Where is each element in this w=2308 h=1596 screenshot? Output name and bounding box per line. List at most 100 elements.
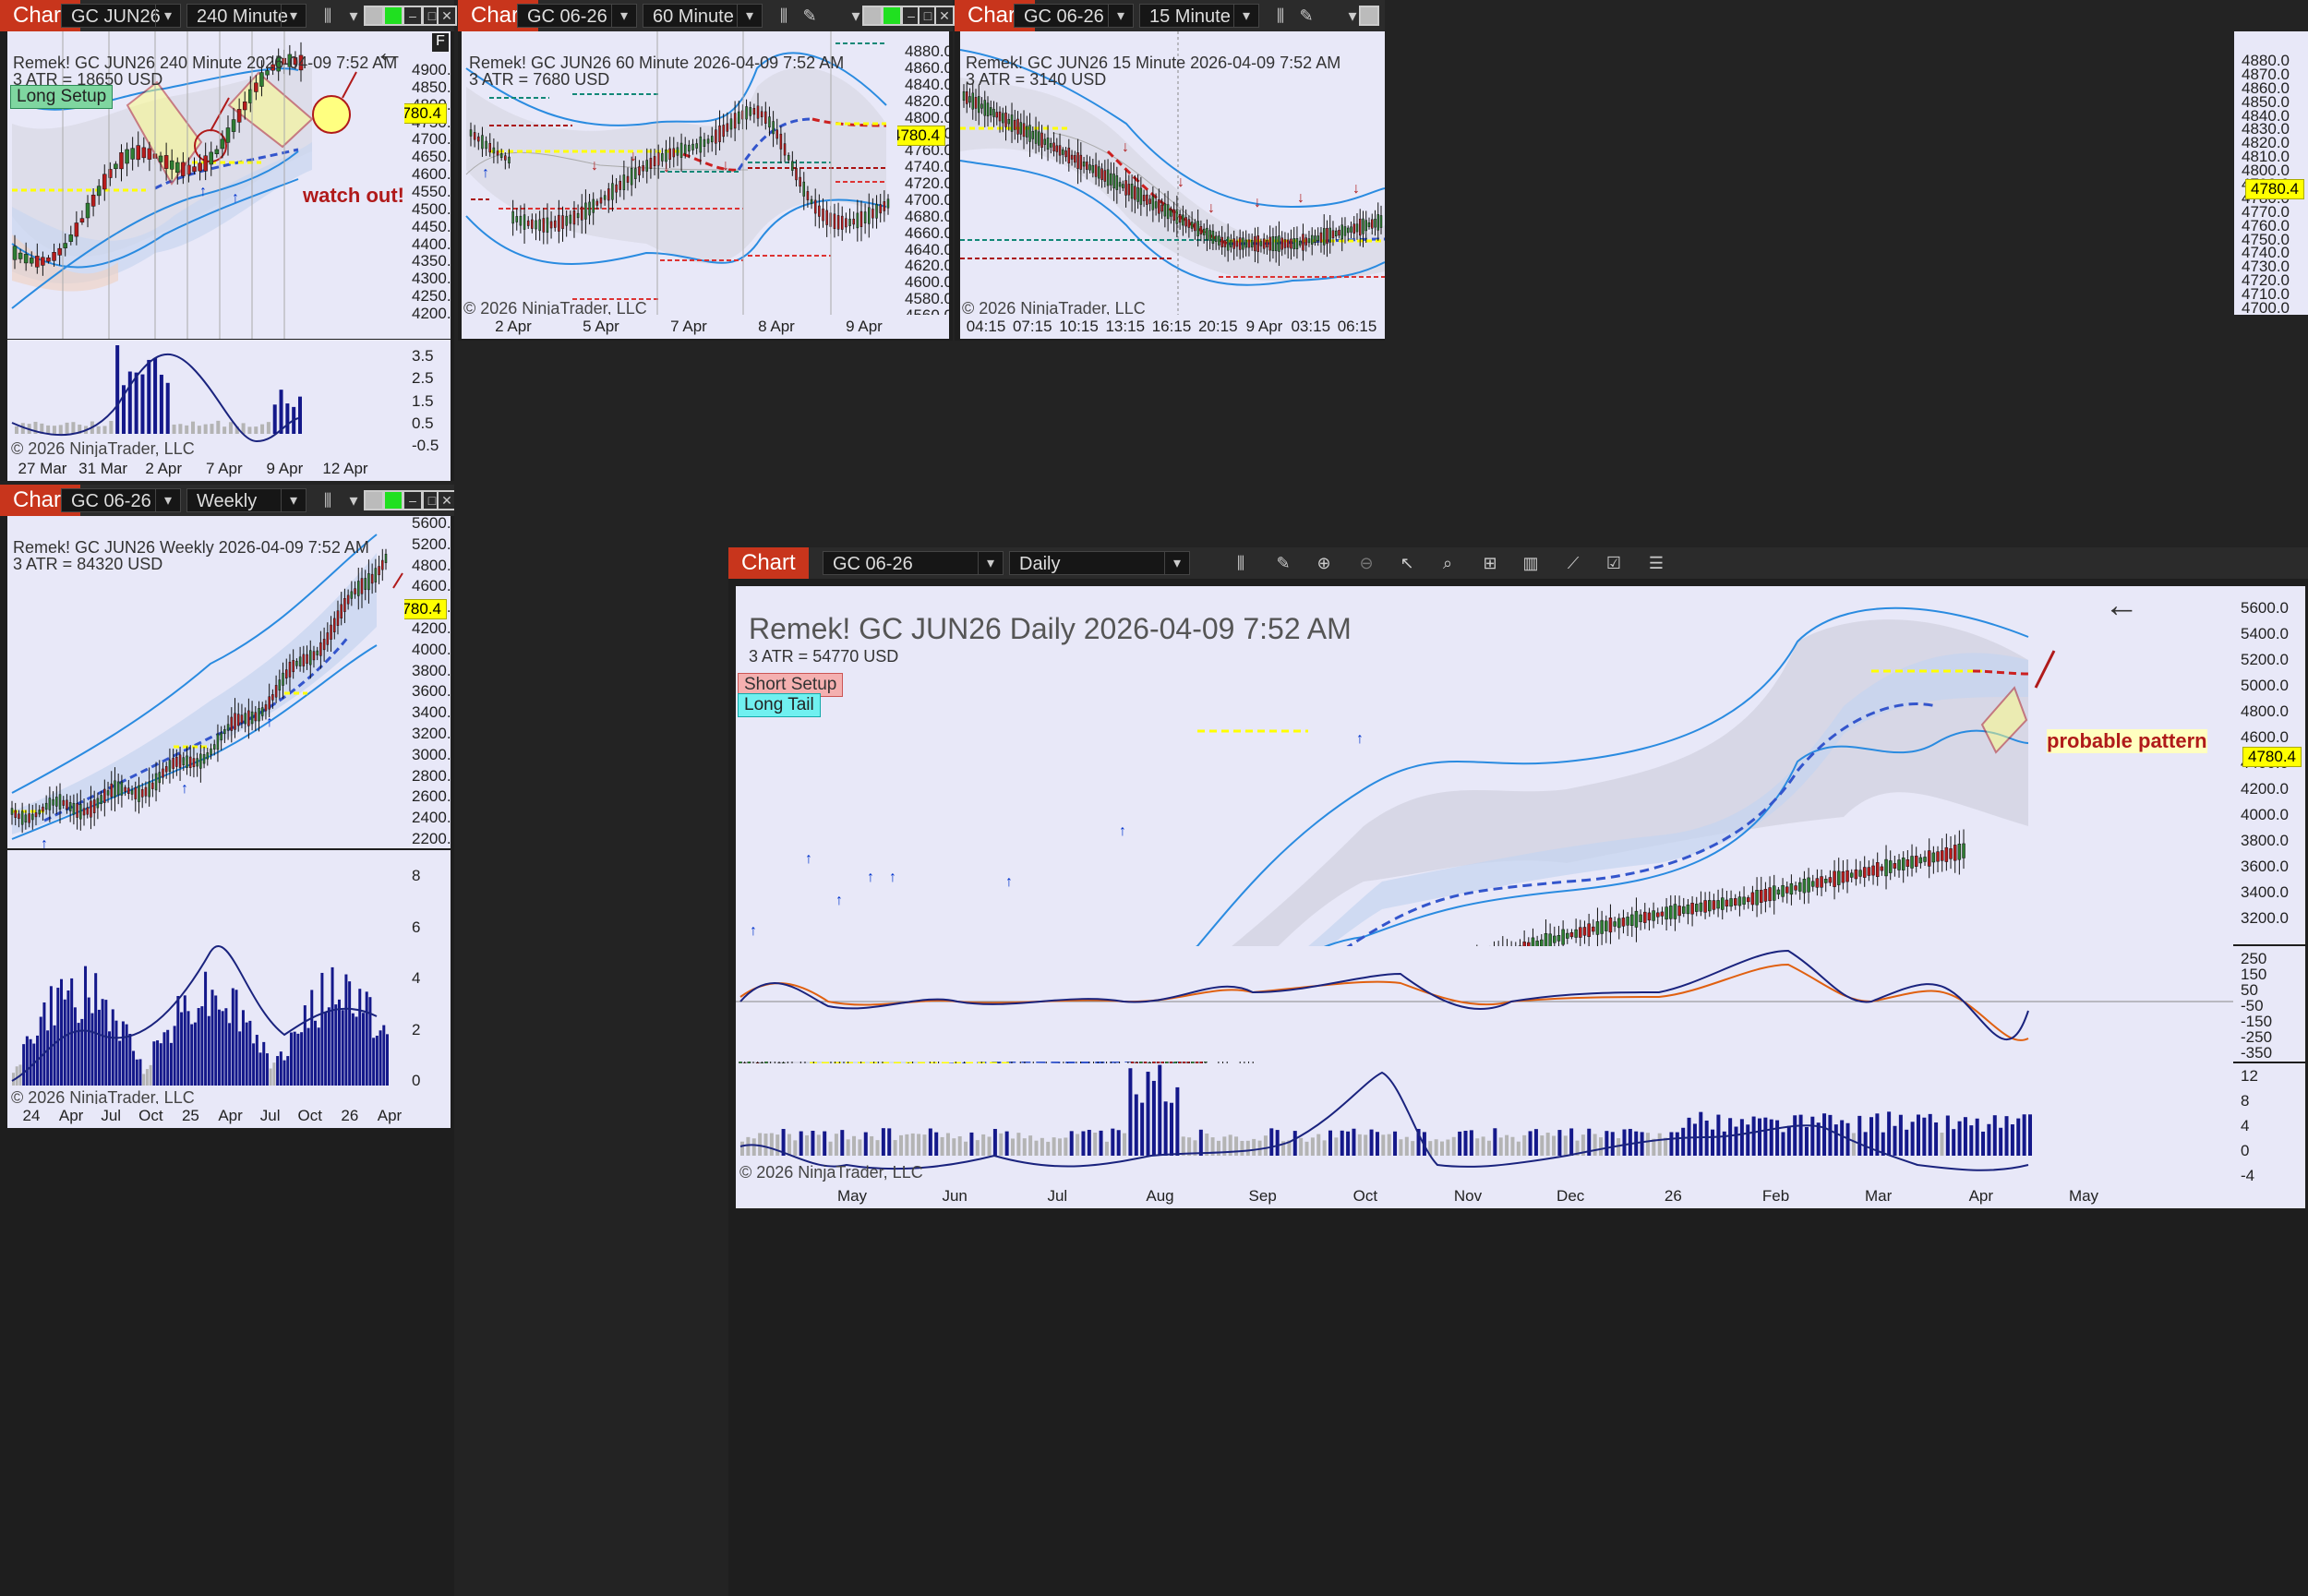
- candle: [1238, 237, 1242, 250]
- chevron-down-icon[interactable]: ▾: [349, 6, 358, 25]
- chevron-down-icon[interactable]: ▾: [349, 491, 358, 510]
- candle: [1634, 910, 1639, 928]
- properties-icon[interactable]: ⊞: [1483, 554, 1497, 572]
- histogram-bar: [66, 990, 70, 1086]
- zoom-out-icon[interactable]: ⊖: [1359, 554, 1374, 572]
- indicator-panel[interactable]: © 2026 NinjaTrader, LLC: [7, 850, 404, 1104]
- link-color-button[interactable]: [862, 6, 883, 26]
- chevron-down-icon[interactable]: ▾: [281, 489, 306, 511]
- back-arrow-icon[interactable]: ←: [2104, 586, 2139, 625]
- price-axis[interactable]: 5600.05400.05200.05000.04800.04600.04400…: [2233, 586, 2305, 944]
- pointer-icon[interactable]: ↖: [1400, 554, 1414, 572]
- candle: [538, 219, 541, 232]
- bar-type-icon[interactable]: ⫼: [323, 491, 332, 510]
- indicator-panel[interactable]: © 2026 NinjaTrader, LLC: [736, 1063, 2233, 1184]
- price-axis[interactable]: 5600.05200.04800.04600.04400.04200.04000…: [404, 516, 451, 848]
- candle: [1055, 145, 1059, 152]
- oscillator-panel[interactable]: [736, 946, 2233, 1062]
- chevron-down-icon[interactable]: ▾: [978, 552, 1003, 574]
- chevron-down-icon[interactable]: ▾: [1233, 5, 1258, 27]
- svg-text:↓: ↓: [591, 158, 598, 174]
- axis-tick-label: 4800.0: [905, 108, 949, 126]
- indicator-panel[interactable]: © 2026 NinjaTrader, LLC: [7, 340, 404, 457]
- zoom-in-icon[interactable]: ⊕: [1316, 554, 1331, 572]
- instrument-selector[interactable]: GC 06-26 ▾: [517, 4, 637, 28]
- candle: [1158, 198, 1160, 214]
- candle: [1374, 219, 1376, 228]
- price-panel[interactable]: ↑ ↓ ↓ ↓ ↓ Remek! GC JUN26 60 Minute 2026-04…: [462, 31, 897, 315]
- templates-icon[interactable]: ☑: [1605, 554, 1622, 572]
- link-color-button[interactable]: [364, 490, 384, 510]
- close-button[interactable]: ✕: [934, 6, 955, 26]
- link-color-green-button[interactable]: [383, 490, 403, 510]
- chevron-down-icon[interactable]: ▾: [1164, 552, 1189, 574]
- histogram-bar: [203, 424, 208, 434]
- price-panel[interactable]: ↓ ↓ ↓ ↓ ↓ ↓ Remek! GC JUN26 15 Minute 2026-04…: [960, 31, 1385, 315]
- candle: [1914, 856, 1918, 867]
- instrument-selector[interactable]: GC JUN26 ▾: [61, 4, 181, 28]
- drawing-tool-icon[interactable]: ✎: [1276, 554, 1291, 572]
- interval-selector[interactable]: 15 Minute ▾: [1139, 4, 1259, 28]
- chevron-down-icon[interactable]: ▾: [611, 5, 636, 27]
- histogram-bar: [372, 1038, 376, 1086]
- histogram-bar: [1128, 1068, 1133, 1156]
- histogram-bar: [1916, 1114, 1920, 1156]
- chevron-down-icon[interactable]: ▾: [737, 5, 762, 27]
- bar-type-icon[interactable]: ⫼: [1276, 6, 1285, 25]
- link-color-button[interactable]: [1359, 6, 1379, 26]
- candle: [1595, 921, 1600, 935]
- candle: [1319, 232, 1323, 243]
- interval-selector[interactable]: 240 Minute ▾: [186, 4, 307, 28]
- price-panel[interactable]: ↑ ↑ Remek! GC JUN26 240 Minute 2026-04-0…: [7, 31, 404, 339]
- histogram-bar: [1533, 1129, 1538, 1156]
- svg-text:↓: ↓: [1122, 139, 1129, 155]
- chevron-down-icon[interactable]: ▾: [1108, 5, 1133, 27]
- chevron-down-icon[interactable]: ▾: [155, 5, 180, 27]
- bar-type-icon[interactable]: ⫼: [1236, 554, 1245, 572]
- candle: [130, 148, 135, 160]
- candle: [1936, 851, 1940, 862]
- chevron-down-icon[interactable]: ▾: [281, 5, 306, 27]
- link-color-green-button[interactable]: [383, 6, 403, 26]
- axis-tick-label: 0: [412, 1072, 421, 1089]
- price-axis[interactable]: 4880.0 4870.0 4860.0 4850.0 4840.0 4830.0 4820…: [2234, 31, 2308, 315]
- bar-type-icon[interactable]: ⫼: [779, 6, 788, 25]
- instrument-selector[interactable]: GC 06-26 ▾: [823, 551, 1004, 575]
- link-color-button[interactable]: [364, 6, 384, 26]
- interval-selector[interactable]: Daily ▾: [1009, 551, 1190, 575]
- link-color-green-button[interactable]: [882, 6, 902, 26]
- axis-tick-label: 50: [2241, 981, 2258, 999]
- histogram-bar: [132, 1050, 136, 1086]
- candle: [1103, 170, 1107, 182]
- price-axis[interactable]: 4880.04860.04840.04820.04800.04780.04760…: [897, 31, 949, 315]
- minimize-button[interactable]: –: [403, 6, 423, 26]
- histogram-bar: [73, 1007, 77, 1086]
- flag-button[interactable]: F: [432, 33, 449, 52]
- bar-type-icon[interactable]: ⫼: [323, 6, 332, 25]
- instrument-selector[interactable]: GC 06-26 ▾: [1014, 4, 1134, 28]
- indicators-icon[interactable]: ▥: [1522, 554, 1539, 572]
- strategies-icon[interactable]: ⟋: [1567, 554, 1580, 572]
- price-panel[interactable]: ↑ ↑ ↑ Remek! GC JUN26 Weekly 2026-04-09 …: [7, 516, 404, 848]
- chevron-down-icon[interactable]: ▾: [851, 6, 860, 25]
- histogram-bar: [348, 981, 352, 1086]
- instrument-selector[interactable]: GC 06-26 ▾: [61, 488, 181, 512]
- drawing-tool-icon[interactable]: ✎: [1299, 6, 1314, 25]
- interval-selector[interactable]: 60 Minute ▾: [643, 4, 763, 28]
- chart-window-weekly: Chart GC 06-26 ▾ Weekly ▾ ⫼ ▾ – □ ✕ ↑ ↑ ↑ …: [0, 485, 457, 1596]
- data-box-icon[interactable]: ⌕: [1442, 554, 1453, 572]
- list-icon[interactable]: ☰: [1648, 554, 1665, 572]
- candle: [1737, 896, 1742, 906]
- interval-selector[interactable]: Weekly ▾: [186, 488, 307, 512]
- minimize-button[interactable]: –: [403, 490, 423, 510]
- close-button[interactable]: ✕: [437, 6, 457, 26]
- candle: [254, 712, 258, 722]
- chevron-down-icon[interactable]: ▾: [1348, 6, 1357, 25]
- axis-tick-label: 2800.0: [412, 766, 451, 785]
- chart-menu-button[interactable]: Chart: [728, 547, 809, 579]
- candle: [163, 155, 169, 169]
- drawing-tool-icon[interactable]: ✎: [802, 6, 817, 25]
- back-arrow-icon[interactable]: ←: [375, 35, 404, 68]
- price-axis[interactable]: F 4900.04850.04800.04750.04700.04650.046…: [404, 31, 451, 339]
- chevron-down-icon[interactable]: ▾: [155, 489, 180, 511]
